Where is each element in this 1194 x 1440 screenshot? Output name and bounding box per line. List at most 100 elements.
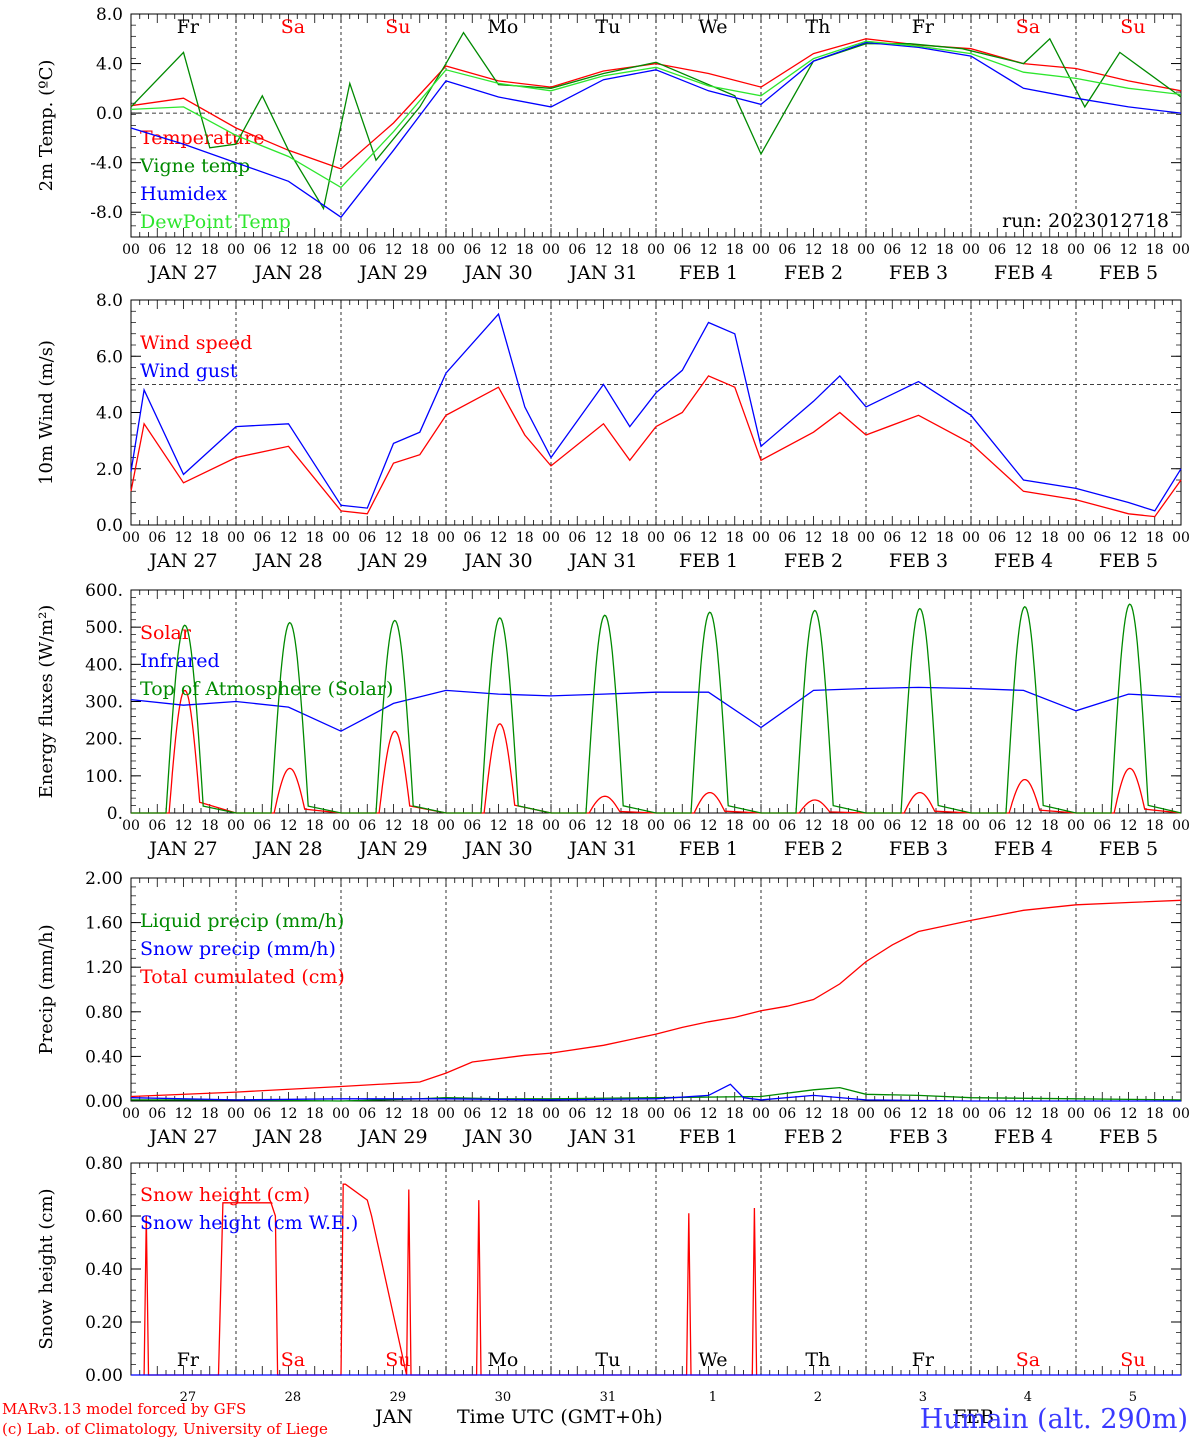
- hour-label: 12: [595, 818, 613, 834]
- y-axis-title: Snow height (cm): [36, 1188, 57, 1349]
- date-label: JAN 29: [357, 262, 427, 284]
- date-label: JAN 28: [252, 550, 322, 572]
- hour-label: 12: [280, 818, 298, 834]
- hour-label: 06: [463, 818, 481, 834]
- hour-label: 00: [1172, 1106, 1190, 1122]
- hour-label: 06: [568, 1106, 586, 1122]
- hour-label: 00: [227, 242, 245, 258]
- hour-label: 12: [700, 818, 718, 834]
- hour-label: 00: [647, 818, 665, 834]
- date-label: FEB 5: [1099, 1126, 1158, 1148]
- date-label: FEB 5: [1099, 550, 1158, 572]
- hour-label: 18: [726, 242, 744, 258]
- legend-entry: Humidex: [140, 183, 227, 205]
- date-label: JAN 31: [567, 1126, 637, 1148]
- day-of-week-label: Sa: [281, 1349, 305, 1371]
- hour-label: 18: [516, 530, 534, 546]
- hour-label: 12: [385, 1106, 403, 1122]
- hour-label: 06: [568, 818, 586, 834]
- hour-label: 06: [673, 1106, 691, 1122]
- hour-label: 18: [516, 1106, 534, 1122]
- legend-entry: Wind gust: [140, 360, 238, 382]
- y-tick-label: 200.: [85, 730, 123, 750]
- hour-label: 06: [568, 242, 586, 258]
- date-label: FEB 3: [889, 262, 948, 284]
- hour-label: 00: [962, 530, 980, 546]
- series-line-snow-precip-mm-h-: [130, 1083, 1181, 1102]
- date-label: JAN 29: [357, 550, 427, 572]
- legend-entry: Liquid precip (mm/h): [140, 910, 344, 932]
- day-of-week-label: Sa: [1016, 1349, 1040, 1371]
- hour-label: 06: [673, 530, 691, 546]
- hour-label: 00: [542, 530, 560, 546]
- hour-label: 00: [332, 818, 350, 834]
- hour-label: 00: [647, 530, 665, 546]
- day-of-week-label: Mo: [487, 16, 518, 38]
- date-label: FEB 1: [679, 1126, 738, 1148]
- date-label: JAN 28: [252, 1126, 322, 1148]
- hour-label: 00: [227, 1106, 245, 1122]
- hour-label: 00: [752, 530, 770, 546]
- hour-label: 06: [883, 1106, 901, 1122]
- y-axis-title: Energy fluxes (W/m²): [36, 605, 57, 799]
- day-of-week-label: Tu: [595, 1349, 620, 1371]
- hour-label: 12: [385, 242, 403, 258]
- day-number-label: 1: [709, 1390, 717, 1405]
- legend-entry: Temperature: [140, 127, 264, 149]
- hour-label: 18: [1146, 530, 1164, 546]
- date-label: FEB 1: [679, 262, 738, 284]
- y-tick-label: 0.20: [85, 1313, 123, 1333]
- date-label: JAN 27: [147, 838, 217, 860]
- series-line-wind-gust: [130, 312, 1182, 512]
- month-label: JAN: [373, 1406, 413, 1428]
- hour-label: 18: [621, 530, 639, 546]
- hour-label: 00: [542, 1106, 560, 1122]
- day-number-label: 5: [1129, 1390, 1137, 1405]
- panel-3: 600. 500. 400. 300. 200. 100. 0. Energy fluxes …: [36, 581, 1190, 860]
- y-tick-label: -8.0: [90, 203, 123, 223]
- hour-label: 12: [805, 242, 823, 258]
- hour-label: 00: [332, 1106, 350, 1122]
- hour-label: 00: [1067, 530, 1085, 546]
- date-label: JAN 31: [567, 550, 637, 572]
- hour-label: 12: [1120, 242, 1138, 258]
- y-tick-label: 0.80: [85, 1003, 123, 1023]
- date-label: FEB 1: [679, 838, 738, 860]
- y-tick-label: 0.60: [85, 1207, 123, 1227]
- hour-label: 18: [1041, 242, 1059, 258]
- hour-label: 06: [883, 242, 901, 258]
- hour-label: 06: [673, 818, 691, 834]
- date-label: JAN 28: [252, 262, 322, 284]
- date-label: FEB 1: [679, 550, 738, 572]
- series-line-vigne-temp: [130, 31, 1182, 211]
- hour-label: 12: [385, 818, 403, 834]
- hour-label: 00: [857, 1106, 875, 1122]
- day-of-week-label: We: [698, 1349, 727, 1371]
- panel-2: 8.0 6.0 4.0 2.0 0.0 10m Wind (m/s) 00 06 12 18 JAN…: [36, 291, 1190, 572]
- hour-label: 06: [463, 242, 481, 258]
- hour-label: 06: [358, 242, 376, 258]
- hour-label: 00: [122, 818, 140, 834]
- y-tick-label: 2.0: [96, 460, 123, 480]
- series-line-top-of-atmosphere-solar-: [131, 603, 1182, 814]
- credit-line-2: (c) Lab. of Climatology, University of L…: [2, 1420, 328, 1438]
- date-label: FEB 4: [994, 1126, 1053, 1148]
- hour-label: 00: [122, 242, 140, 258]
- hour-label: 18: [726, 530, 744, 546]
- series-line-liquid-precip-mm-h-: [131, 1086, 1182, 1102]
- day-of-week-label: Th: [805, 16, 830, 38]
- hour-label: 00: [542, 818, 560, 834]
- day-number-label: 30: [495, 1390, 512, 1405]
- hour-label: 06: [148, 818, 166, 834]
- hour-label: 12: [385, 530, 403, 546]
- run-label: run: 2023012718: [1002, 210, 1169, 232]
- hour-label: 06: [148, 530, 166, 546]
- date-label: FEB 3: [889, 1126, 948, 1148]
- hour-label: 12: [700, 530, 718, 546]
- date-label: FEB 2: [784, 550, 843, 572]
- hour-label: 12: [595, 530, 613, 546]
- hour-label: 06: [148, 242, 166, 258]
- hour-label: 00: [752, 1106, 770, 1122]
- hour-label: 12: [280, 242, 298, 258]
